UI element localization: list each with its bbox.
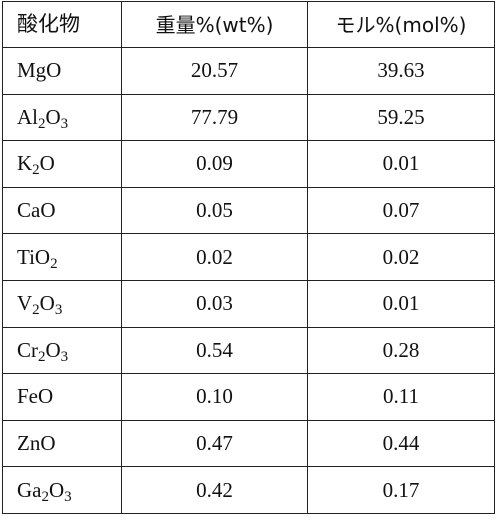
formula-text: Al	[17, 104, 38, 129]
mol-percent-value: 0.01	[307, 140, 495, 188]
mol-percent-value: 0.11	[307, 373, 495, 421]
header-weight-percent: 重量%(wt%)	[121, 1, 308, 48]
formula-text: O	[39, 151, 55, 176]
formula-text: CaO	[17, 198, 56, 223]
oxide-name: ZnO	[2, 419, 122, 468]
formula-subscript: 2	[32, 162, 40, 179]
table-row: TiO2 0.02 0.02	[2, 233, 495, 281]
table-row: K2O 0.09 0.01	[2, 140, 495, 188]
formula-subscript: 2	[32, 302, 40, 319]
header-mol-percent: モル%(mol%)	[307, 1, 495, 48]
mol-percent-value: 0.44	[307, 419, 495, 468]
weight-percent-value: 0.47	[121, 419, 308, 468]
formula-subscript: 3	[60, 115, 69, 132]
table-row: ZnO 0.47 0.44	[2, 419, 495, 468]
oxide-name: CaO	[2, 186, 122, 235]
mol-percent-value: 0.07	[307, 186, 495, 235]
oxide-name: TiO2	[2, 233, 122, 281]
mol-percent-value: 0.02	[307, 233, 495, 281]
mol-percent-value: 39.63	[307, 47, 495, 95]
mol-percent-value: 0.28	[307, 326, 495, 375]
oxide-name: MgO	[2, 47, 122, 95]
table-row: FeO 0.10 0.11	[2, 373, 495, 421]
oxide-name: Ga2O3	[2, 466, 122, 514]
mol-percent-value: 59.25	[307, 93, 495, 142]
oxide-name: Cr2O3	[2, 326, 122, 375]
header-oxide: 酸化物	[2, 1, 122, 48]
weight-percent-value: 0.09	[121, 140, 308, 188]
mol-percent-value: 0.17	[307, 466, 495, 514]
table-row: V2O3 0.03 0.01	[2, 279, 495, 328]
formula-subscript: 3	[64, 488, 72, 505]
formula-text: O	[45, 337, 61, 362]
weight-percent-value: 0.42	[121, 466, 308, 514]
formula-subscript: 2	[38, 348, 46, 365]
table-row: CaO 0.05 0.07	[2, 186, 495, 235]
oxide-name: V2O3	[2, 279, 122, 328]
formula-text: Cr	[17, 337, 38, 362]
table-row: Al2O3 77.79 59.25	[2, 93, 495, 142]
formula-subscript: 3	[60, 348, 69, 365]
formula-text: O	[49, 477, 65, 502]
table-row: MgO 20.57 39.63	[2, 47, 495, 95]
formula-text: TiO	[17, 244, 51, 269]
weight-percent-value: 0.54	[121, 326, 308, 375]
table-row: Cr2O3 0.54 0.28	[2, 326, 495, 375]
formula-subscript: 3	[54, 302, 63, 319]
weight-percent-value: 0.10	[121, 373, 308, 421]
formula-subscript: 2	[41, 488, 50, 505]
formula-text: FeO	[17, 384, 54, 409]
weight-percent-value: 0.05	[121, 186, 308, 235]
oxide-name: K2O	[2, 140, 122, 188]
mol-percent-value: 0.01	[307, 279, 495, 328]
formula-text: Ga	[17, 477, 42, 502]
oxide-name: Al2O3	[2, 93, 122, 142]
formula-text: O	[39, 291, 55, 316]
table-body: MgO 20.57 39.63 Al2O3 77.79 59.25 K2O 0.09 0.01 C…	[2, 47, 495, 514]
formula-text: K	[17, 151, 33, 176]
header-row: 酸化物 重量%(wt%) モル%(mol%)	[2, 1, 495, 48]
weight-percent-value: 77.79	[121, 93, 308, 142]
formula-text: V	[17, 291, 33, 316]
oxide-name: FeO	[2, 373, 122, 421]
formula-subscript: 2	[50, 255, 58, 272]
oxide-composition-table: 酸化物 重量%(wt%) モル%(mol%) MgO 20.57 39.63 Al2O…	[2, 1, 495, 514]
formula-subscript: 2	[38, 115, 46, 132]
weight-percent-value: 20.57	[121, 47, 308, 95]
formula-text: ZnO	[17, 431, 56, 456]
formula-text: MgO	[17, 58, 62, 83]
formula-text: O	[45, 104, 61, 129]
table-row: Ga2O3 0.42 0.17	[2, 466, 495, 514]
weight-percent-value: 0.02	[121, 233, 308, 281]
weight-percent-value: 0.03	[121, 279, 308, 328]
